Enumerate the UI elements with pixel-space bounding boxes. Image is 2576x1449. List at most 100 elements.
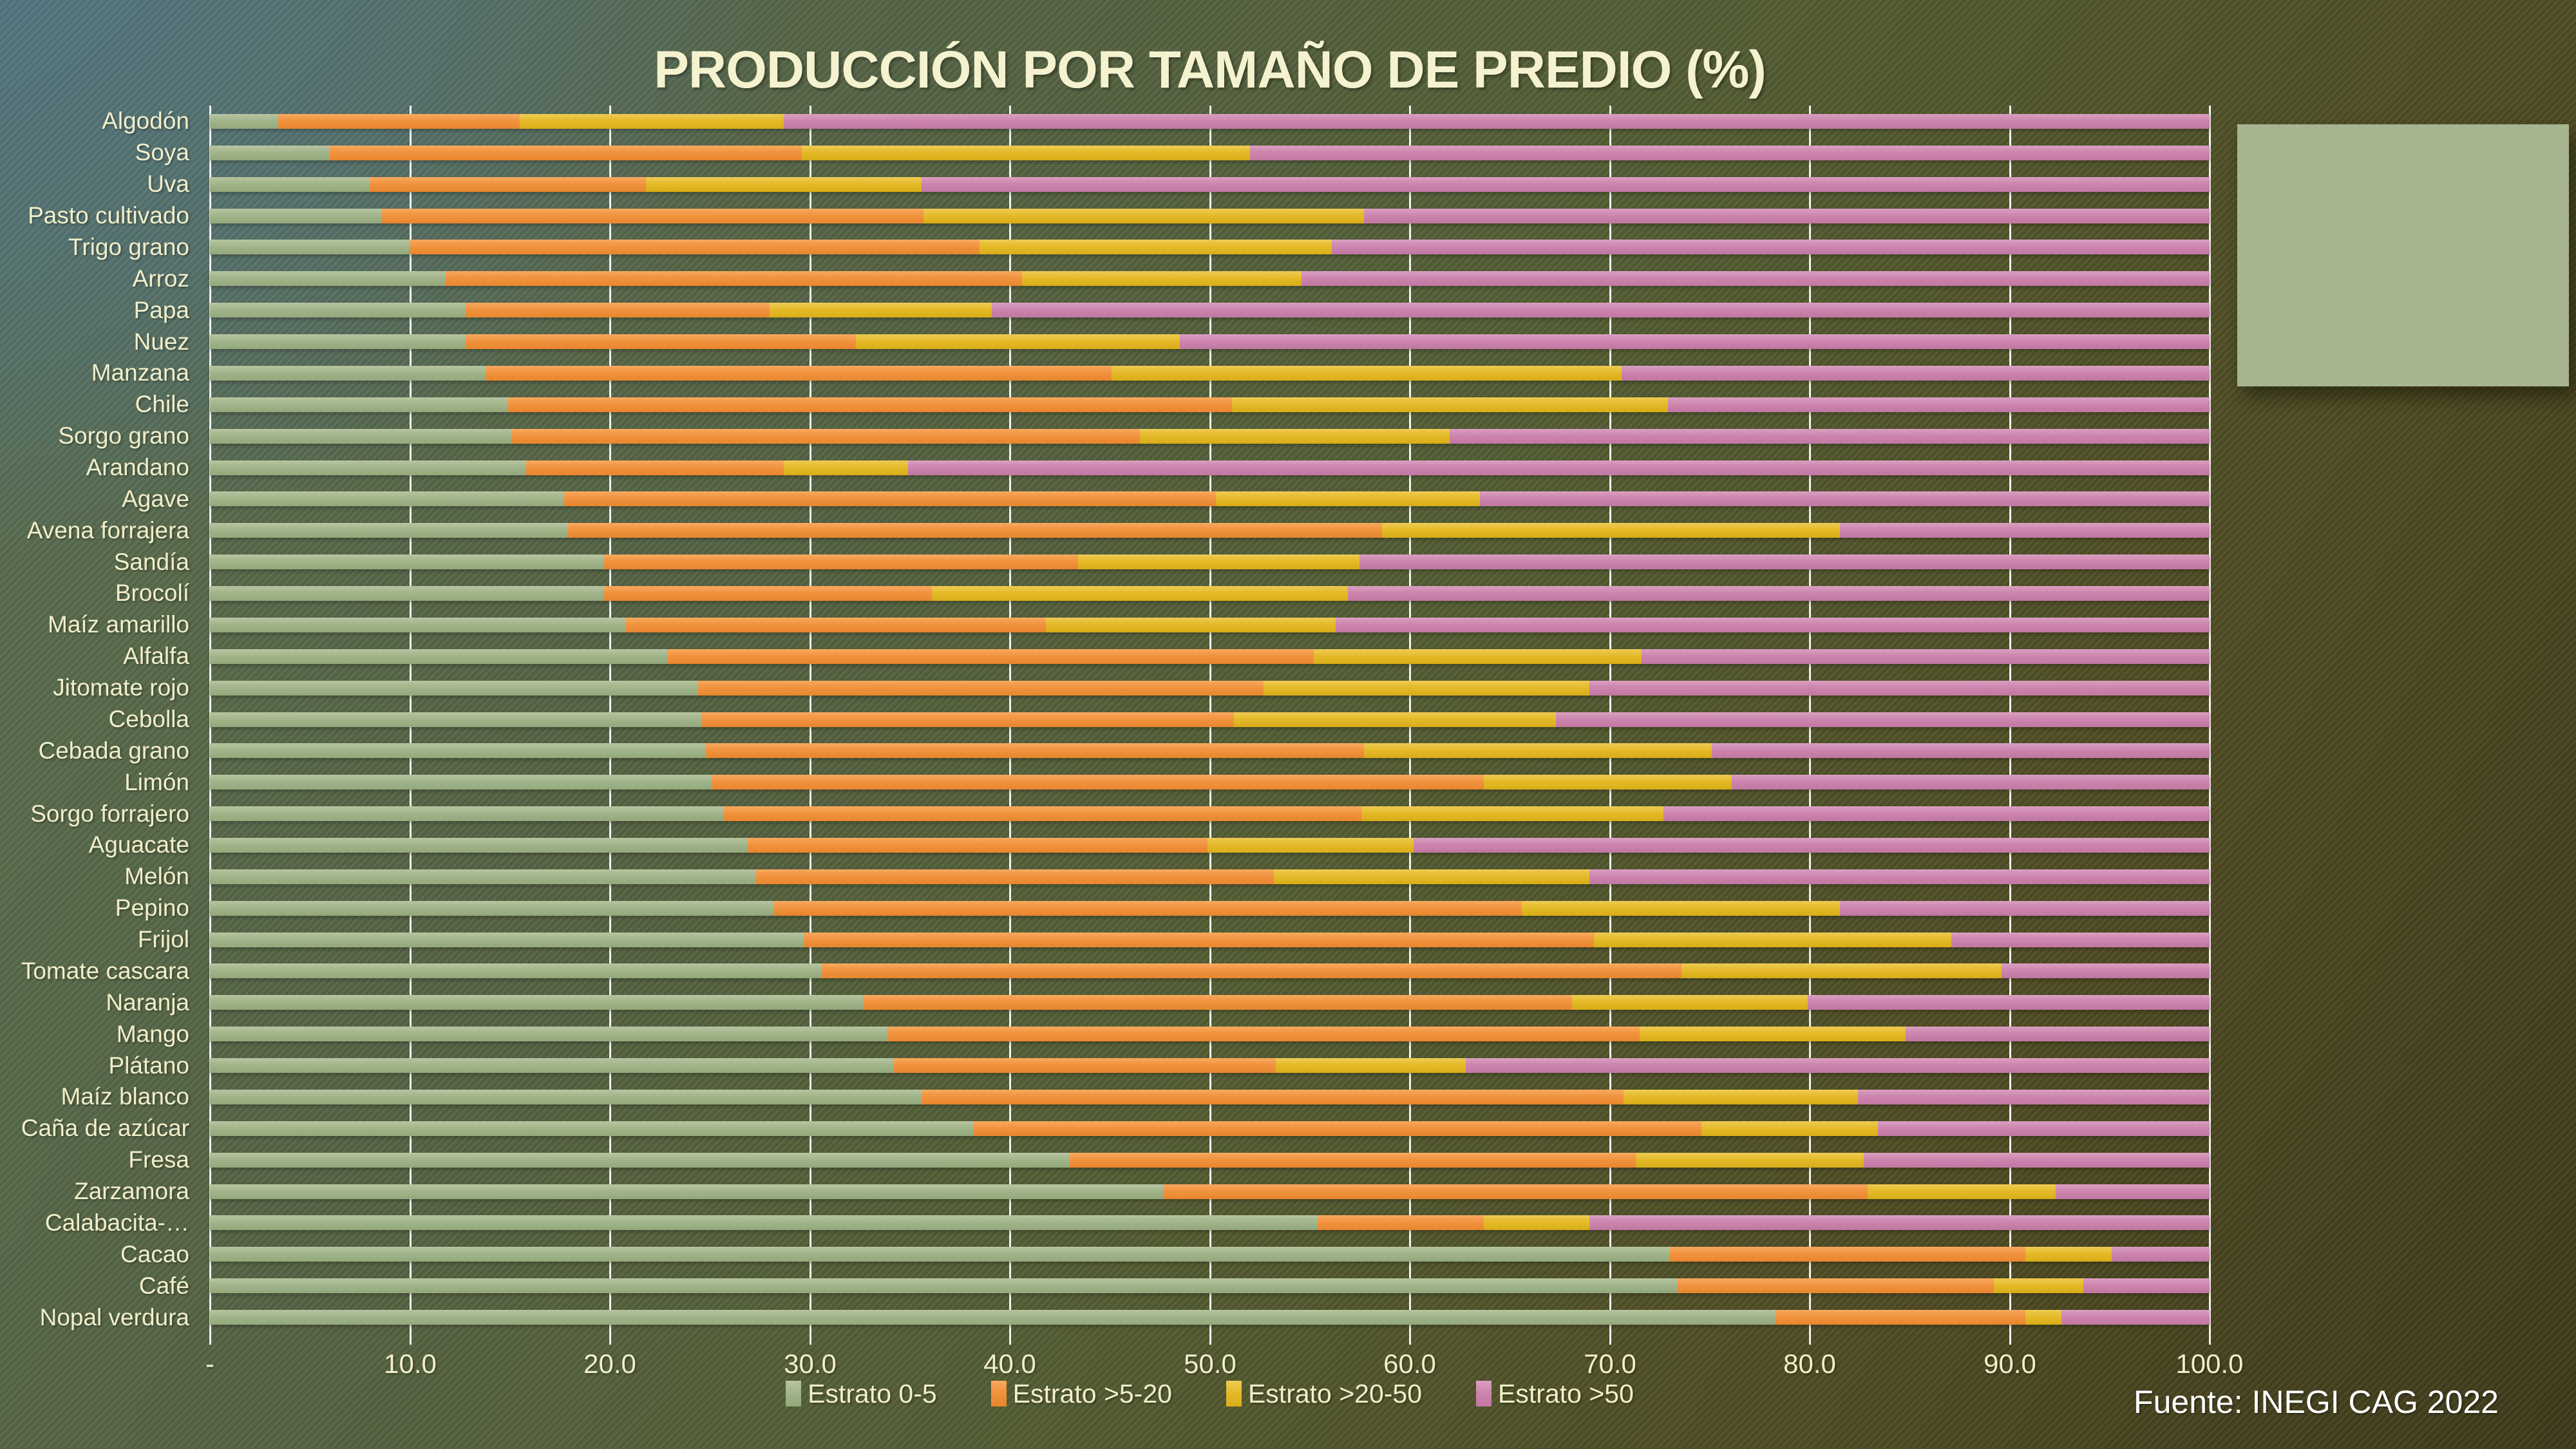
bar-segment-estrato-0-5 <box>210 932 804 947</box>
bar-segment-estrato-5-20 <box>1318 1215 1484 1231</box>
chart-title: PRODUCCIÓN POR TAMAÑO DE PREDIO (%) <box>654 41 1766 99</box>
bar-segment-estrato-0-5 <box>210 554 604 570</box>
bar-segment-estrato-50 <box>1359 554 2210 570</box>
bar-segment-estrato-50 <box>1667 397 2210 412</box>
axis-tick <box>2009 1333 2011 1345</box>
bar-segment-estrato-50 <box>1839 523 2210 538</box>
bar-segment-estrato-20-50 <box>520 113 784 129</box>
bar-segment-estrato-20-50 <box>1313 649 1642 664</box>
category-label: Maíz amarillo <box>48 611 189 638</box>
legend-item: Estrato >50 <box>1476 1379 1634 1409</box>
bar-segment-estrato-50 <box>1302 271 2210 287</box>
bar-segment-estrato-20-50 <box>802 145 1250 160</box>
bar-segment-estrato-0-5 <box>210 1121 974 1136</box>
category-label: Cebada grano <box>38 737 189 764</box>
axis-tick <box>2209 1333 2211 1345</box>
bar-segment-estrato-20-50 <box>1231 397 1668 412</box>
category-label: Cebolla <box>108 705 189 732</box>
category-label: Sorgo grano <box>58 422 189 450</box>
bar-segment-estrato-0-5 <box>210 1184 1164 1199</box>
bar-segment-estrato-5-20 <box>564 491 1216 507</box>
bar-segment-estrato-0-5 <box>210 1089 922 1104</box>
bar-segment-estrato-20-50 <box>1045 617 1336 632</box>
bar-segment-estrato-20-50 <box>931 586 1348 601</box>
bar-segment-estrato-5-20 <box>697 680 1264 696</box>
legend-label: Estrato >5-20 <box>1012 1378 1172 1408</box>
bar-segment-estrato-20-50 <box>1273 869 1590 884</box>
bar-segment-estrato-20-50 <box>770 303 992 318</box>
bar-segment-estrato-5-20 <box>466 303 770 318</box>
bar-segment-estrato-20-50 <box>1112 365 1622 381</box>
bar-segment-estrato-0-5 <box>210 145 330 160</box>
bar-segment-estrato-5-20 <box>603 554 1078 570</box>
bar-segment-estrato-5-20 <box>804 932 1594 947</box>
bar-segment-estrato-5-20 <box>382 208 924 223</box>
bar-segment-estrato-0-5 <box>210 900 774 916</box>
bar-segment-estrato-0-5 <box>210 491 564 507</box>
axis-tick <box>1409 1333 1411 1345</box>
bar-segment-estrato-50 <box>2002 963 2210 979</box>
bar-segment-estrato-50 <box>1906 1027 2210 1042</box>
legend-swatch-icon <box>1476 1381 1492 1406</box>
bar-segment-estrato-20-50 <box>1233 712 1556 727</box>
bar-segment-estrato-0-5 <box>210 963 822 979</box>
bar-segment-estrato-5-20 <box>410 240 980 255</box>
axis-tick <box>1609 1333 1611 1345</box>
bar-row <box>210 208 2210 223</box>
bar-segment-estrato-50 <box>907 460 2210 475</box>
bar-segment-estrato-20-50 <box>1264 680 1590 696</box>
bar-segment-estrato-20-50 <box>980 240 1332 255</box>
bar-segment-estrato-50 <box>1663 806 2210 822</box>
bar-segment-estrato-20-50 <box>1993 1278 2084 1294</box>
x-tick-label: 10.0 <box>384 1349 437 1379</box>
bar-segment-estrato-0-5 <box>210 208 383 223</box>
bar-segment-estrato-20-50 <box>1624 1089 1858 1104</box>
bar-segment-estrato-5-20 <box>1678 1278 1994 1294</box>
bar-segment-estrato-5-20 <box>330 145 802 160</box>
bar-segment-estrato-5-20 <box>526 460 784 475</box>
axis-tick <box>609 1333 611 1345</box>
x-tick-label: 50.0 <box>1184 1349 1236 1379</box>
bar-segment-estrato-20-50 <box>784 460 908 475</box>
category-label: Zarzamora <box>74 1178 189 1205</box>
bar-segment-estrato-5-20 <box>974 1121 1702 1136</box>
category-label: Plátano <box>108 1052 190 1079</box>
bar-segment-estrato-20-50 <box>923 208 1364 223</box>
category-label: Arroz <box>132 265 189 292</box>
bar-segment-estrato-20-50 <box>1215 491 1480 507</box>
bar-segment-estrato-50 <box>1857 1089 2210 1104</box>
bar-segment-estrato-0-5 <box>210 680 698 696</box>
bar-segment-estrato-5-20 <box>773 900 1522 916</box>
legend-label: Estrato >20-50 <box>1247 1378 1423 1408</box>
bar-segment-estrato-5-20 <box>1776 1310 2026 1325</box>
bar-segment-estrato-0-5 <box>210 365 486 381</box>
bar-segment-estrato-0-5 <box>210 775 712 790</box>
bar-segment-estrato-0-5 <box>210 743 706 759</box>
bar-row <box>210 586 2210 601</box>
bar-segment-estrato-5-20 <box>446 271 1022 287</box>
bar-segment-estrato-5-20 <box>712 775 1484 790</box>
legend-label: Estrato 0-5 <box>808 1378 937 1408</box>
x-tick-label: 90.0 <box>1984 1349 2036 1379</box>
bar-segment-estrato-20-50 <box>1483 775 1732 790</box>
category-label: Agave <box>122 485 189 512</box>
bar-row <box>210 1152 2210 1168</box>
bar-segment-estrato-50 <box>1363 208 2210 223</box>
bar-row <box>210 303 2210 318</box>
bar-segment-estrato-50 <box>2083 1278 2210 1294</box>
bar-segment-estrato-0-5 <box>210 113 278 129</box>
bar-segment-estrato-5-20 <box>507 397 1232 412</box>
bar-segment-estrato-0-5 <box>210 1027 888 1042</box>
bar-row <box>210 240 2210 255</box>
bar-row <box>210 1310 2210 1325</box>
category-label: Sandía <box>113 548 189 575</box>
bar-row <box>210 554 2210 570</box>
category-label: Soya <box>135 139 189 166</box>
bar-row <box>210 617 2210 632</box>
bar-segment-estrato-50 <box>1179 334 2210 350</box>
bar-segment-estrato-50 <box>2111 1247 2210 1262</box>
bar-segment-estrato-5-20 <box>567 523 1382 538</box>
x-tick-label: 30.0 <box>784 1349 837 1379</box>
bar-row <box>210 1089 2210 1104</box>
bar-segment-estrato-20-50 <box>1483 1215 1590 1231</box>
